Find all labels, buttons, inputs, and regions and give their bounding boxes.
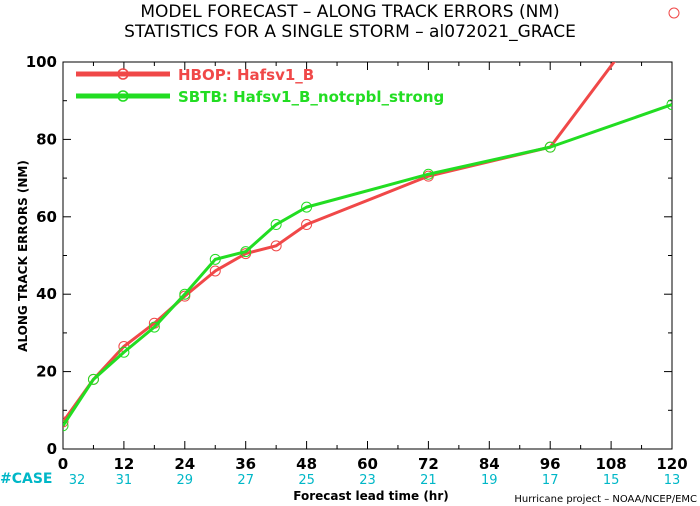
x-tick-label: 48 bbox=[296, 455, 317, 473]
case-count: 25 bbox=[298, 473, 315, 488]
y-tick-label: 80 bbox=[36, 130, 57, 148]
y-tick-label: 40 bbox=[36, 285, 57, 303]
data-point bbox=[270, 240, 282, 252]
data-point bbox=[148, 321, 160, 333]
x-tick-label: 120 bbox=[656, 455, 687, 473]
x-tick-label: 12 bbox=[113, 455, 134, 473]
data-point bbox=[209, 265, 221, 277]
case-count: 23 bbox=[359, 473, 376, 488]
data-point bbox=[240, 246, 252, 258]
y-tick-label: 60 bbox=[36, 208, 57, 226]
chart-title: MODEL FORECAST – ALONG TRACK ERRORS (NM) bbox=[140, 2, 559, 22]
data-point bbox=[209, 253, 221, 265]
y-axis-label: ALONG TRACK ERRORS (NM) bbox=[16, 160, 30, 352]
case-count: 31 bbox=[116, 473, 133, 488]
x-tick-label: 96 bbox=[540, 455, 561, 473]
data-point bbox=[63, 420, 69, 432]
data-point bbox=[422, 168, 434, 180]
case-label: #CASE bbox=[0, 471, 53, 487]
y-tick-label: 0 bbox=[47, 440, 57, 458]
plot-area: 0 12 24 36 48 60 72 84 96 108 120 0 20 40 60 80 100 HBOP:… bbox=[26, 53, 688, 488]
data-point bbox=[87, 373, 99, 385]
case-count: 29 bbox=[177, 473, 194, 488]
legend-marker bbox=[117, 68, 129, 80]
x-tick-label: 72 bbox=[418, 455, 439, 473]
case-count: 17 bbox=[542, 473, 559, 488]
data-point bbox=[301, 201, 313, 213]
case-count: 27 bbox=[237, 473, 254, 488]
x-axis-label: Forecast lead time (hr) bbox=[293, 489, 449, 503]
data-point bbox=[666, 99, 672, 111]
series-line bbox=[63, 103, 672, 427]
legend-marker bbox=[117, 90, 129, 102]
data-point bbox=[301, 219, 313, 231]
data-point bbox=[179, 288, 191, 300]
case-count: 15 bbox=[603, 473, 620, 488]
credit-text: Hurricane project – NOAA/NCEP/EMC bbox=[514, 494, 697, 505]
x-tick-label: 0 bbox=[58, 455, 68, 473]
x-tick-label: 24 bbox=[174, 455, 195, 473]
y-tick-label: 100 bbox=[26, 53, 57, 71]
y-tick-label: 20 bbox=[36, 363, 57, 381]
legend-label: HBOP: Hafsv1_B bbox=[178, 66, 314, 84]
case-count: 13 bbox=[664, 473, 681, 488]
chart-subtitle: STATISTICS FOR A SINGLE STORM – al072021… bbox=[124, 22, 576, 42]
plot-frame bbox=[62, 61, 673, 450]
case-count: 19 bbox=[481, 473, 498, 488]
case-count: 32 bbox=[69, 473, 86, 488]
x-tick-label: 60 bbox=[357, 455, 378, 473]
x-tick-label: 108 bbox=[595, 455, 626, 473]
data-point bbox=[270, 219, 282, 231]
data-point bbox=[118, 346, 130, 358]
legend-label: SBTB: Hafsv1_B_notcpbl_strong bbox=[178, 88, 444, 106]
series-group bbox=[63, 99, 672, 432]
corner-marker-icon bbox=[668, 7, 680, 19]
case-count: 21 bbox=[420, 473, 437, 488]
data-point bbox=[63, 416, 69, 428]
x-tick-label: 84 bbox=[479, 455, 500, 473]
x-tick-label: 36 bbox=[235, 455, 256, 473]
data-point bbox=[544, 141, 556, 153]
